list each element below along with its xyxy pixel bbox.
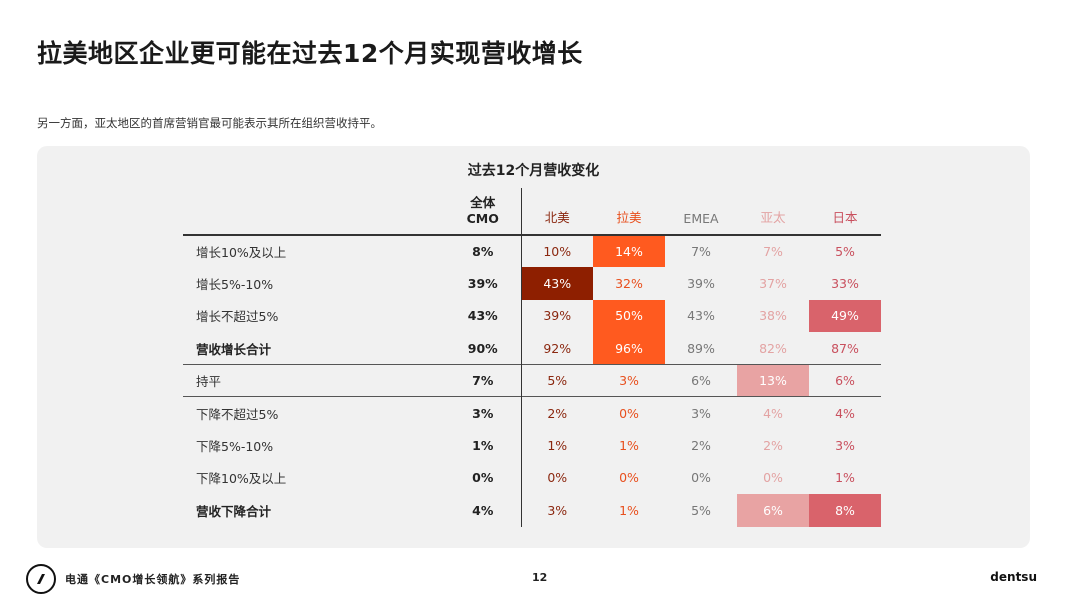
region-value: 43% — [687, 308, 715, 324]
region-value: 1% — [547, 438, 568, 454]
region-value: 2% — [691, 438, 711, 454]
region-value: 1% — [619, 438, 639, 454]
region-value: 33% — [831, 276, 859, 292]
cmo-value: 90% — [445, 332, 522, 365]
region-value: 1% — [835, 470, 855, 486]
region-value: 13% — [737, 364, 809, 397]
region-value: 2% — [521, 396, 593, 430]
region-value: 7% — [691, 244, 711, 260]
header-region: 拉美 — [593, 188, 665, 236]
row-label: 下降10%及以上 — [196, 471, 287, 487]
footer-report-name: 电通《CMO增长领航》系列报告 — [65, 573, 241, 586]
region-value: 6% — [737, 494, 809, 527]
header-cmo: 全体 CMO — [445, 188, 522, 236]
cmo-value: 0% — [445, 461, 522, 495]
table-row: 下降5%-10% 1% 1% 1% 2% 2% 3% — [183, 429, 881, 462]
row-label: 下降不超过5% — [183, 396, 445, 430]
region-value: 5% — [691, 502, 711, 518]
cmo-value: 8% — [445, 235, 522, 268]
table-row: 营收下降合计 4% 3% 1% 5% 6% 8% — [183, 494, 881, 527]
table-row: 下降10%及以上 0% 0% 0% 0% 0% 1% — [183, 461, 881, 495]
header-cmo-line2: CMO — [466, 211, 499, 226]
region-value: 0% — [547, 470, 568, 486]
row-label: 营收增长合计 — [196, 341, 272, 357]
header-cmo-line1: 全体 — [470, 195, 496, 210]
region-value: 10% — [543, 244, 572, 260]
region-value: 39% — [543, 308, 572, 324]
region-value: 50% — [593, 299, 665, 333]
region-value: 92% — [543, 340, 572, 356]
region-value: 3% — [593, 364, 665, 397]
region-value: 6% — [665, 364, 737, 397]
cmo-value: 3% — [445, 396, 522, 430]
region-value: 37% — [759, 276, 787, 292]
table-row: 增长5%-10% 39% 43% 32% 39% 37% 33% — [183, 267, 881, 300]
table-row: 营收增长合计 90% 92% 96% 89% 82% 87% — [183, 332, 881, 365]
region-value: 14% — [593, 235, 665, 268]
header-region: 日本 — [809, 188, 881, 236]
revenue-change-table: 全体 CMO 北美 拉美 EMEA 亚太 日本 增长10%及以上 8% 10% 14% 7% 7% 5… — [183, 188, 881, 527]
region-value: 8% — [809, 494, 881, 527]
region-value: 0% — [593, 396, 665, 430]
region-value: 96% — [593, 332, 665, 365]
cmo-value: 7% — [445, 364, 522, 397]
table-card: 过去12个月营收变化 全体 CMO 北美 拉美 EMEA 亚太 日本 增长10%及以上 8%… — [37, 146, 1030, 548]
region-value: 5% — [521, 364, 593, 397]
row-label: 营收下降合计 — [196, 503, 272, 519]
row-label: 下降5%-10% — [196, 439, 274, 455]
cmo-value: 1% — [445, 429, 522, 462]
row-label: 增长10%及以上 — [196, 245, 287, 261]
cmo-value: 4% — [445, 494, 522, 527]
region-value: 38% — [759, 308, 787, 324]
region-value: 3% — [835, 438, 855, 454]
region-value: 87% — [831, 340, 859, 356]
region-value: 89% — [687, 340, 715, 356]
header-region: 北美 — [521, 188, 593, 236]
region-value: 32% — [615, 276, 643, 292]
table-row: 增长10%及以上 8% 10% 14% 7% 7% 5% — [183, 235, 881, 268]
row-label: 增长不超过5% — [196, 309, 279, 325]
header-region: 亚太 — [737, 188, 809, 236]
page-number: 12 — [532, 571, 548, 584]
page-title: 拉美地区企业更可能在过去12个月实现营收增长 — [37, 39, 583, 68]
region-value: 2% — [763, 438, 783, 454]
table-row: 下降不超过5% 3% 2% 0% 3% 4% 4% — [183, 396, 881, 430]
region-value: 4% — [737, 396, 809, 430]
row-label: 增长5%-10% — [196, 277, 274, 293]
region-value: 0% — [619, 470, 639, 486]
region-value: 43% — [521, 267, 593, 300]
cmo-value: 43% — [445, 299, 522, 333]
table-title: 过去12个月营收变化 — [467, 163, 600, 179]
region-value: 1% — [619, 502, 639, 518]
region-value: 3% — [547, 502, 568, 518]
table-row: 增长不超过5% 43% 39% 50% 43% 38% 49% — [183, 299, 881, 333]
compass-logo-icon — [26, 564, 56, 594]
table-row: 持平 7% 5% 3% 6% 13% 6% — [183, 364, 881, 397]
region-value: 49% — [809, 299, 881, 333]
page-subtitle: 另一方面，亚太地区的首席营销官最可能表示其所在组织营收持平。 — [37, 116, 382, 130]
row-label: 持平 — [183, 364, 445, 397]
region-value: 82% — [759, 340, 787, 356]
region-value: 0% — [763, 470, 783, 486]
region-value: 6% — [809, 364, 881, 397]
header-region: EMEA — [665, 188, 737, 236]
header-blank — [183, 188, 445, 236]
region-value: 0% — [691, 470, 711, 486]
region-value: 3% — [665, 396, 737, 430]
region-value: 5% — [835, 244, 855, 260]
region-value: 39% — [687, 276, 715, 292]
cmo-value: 39% — [445, 267, 522, 300]
region-value: 7% — [763, 244, 783, 260]
region-value: 4% — [809, 396, 881, 430]
brand-logo: dentsu — [990, 570, 1037, 584]
